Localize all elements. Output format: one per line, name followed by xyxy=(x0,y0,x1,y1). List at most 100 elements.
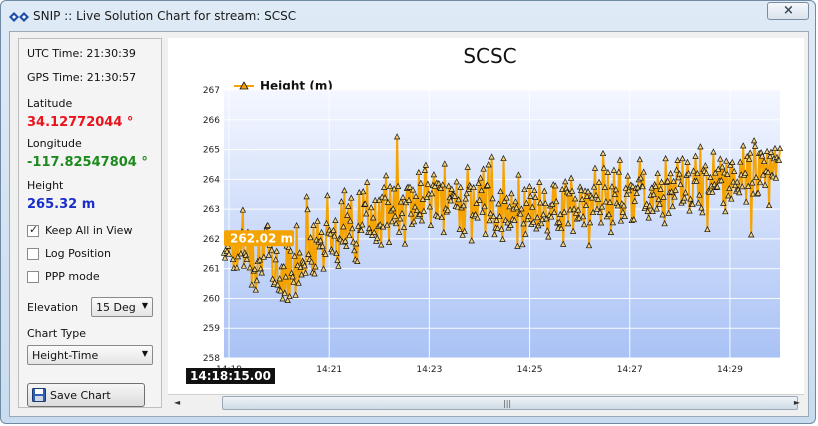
data-point xyxy=(608,183,616,190)
latitude-label: Latitude xyxy=(27,97,73,110)
chart-type-select[interactable]: Height-Time ▼ xyxy=(27,345,153,365)
data-point xyxy=(448,185,455,192)
data-point xyxy=(593,205,601,212)
data-point xyxy=(758,152,766,159)
legend-triangle-icon xyxy=(239,81,249,90)
data-point xyxy=(643,200,650,207)
data-point xyxy=(553,198,560,205)
data-point xyxy=(640,168,647,175)
data-point xyxy=(714,183,721,190)
data-point xyxy=(350,238,357,245)
save-chart-button[interactable]: Save Chart xyxy=(27,383,145,407)
elevation-select[interactable]: 15 Deg ▼ xyxy=(91,297,153,317)
data-point xyxy=(680,197,687,204)
data-point xyxy=(604,168,612,175)
data-point xyxy=(556,218,563,225)
data-point xyxy=(551,208,558,215)
data-point xyxy=(252,286,259,293)
data-point xyxy=(720,199,727,206)
data-point xyxy=(561,208,568,215)
data-point xyxy=(771,144,779,152)
data-point xyxy=(693,177,700,184)
close-button[interactable]: × xyxy=(767,2,809,20)
data-point xyxy=(242,251,250,258)
y-tick-label: 261 xyxy=(203,265,220,275)
data-point xyxy=(463,190,470,197)
ppp-mode-checkbox[interactable] xyxy=(27,271,39,283)
data-point xyxy=(225,250,233,257)
data-point xyxy=(410,218,418,225)
data-point xyxy=(468,237,475,244)
data-point xyxy=(407,210,415,217)
data-point xyxy=(246,264,254,271)
data-point xyxy=(360,188,367,195)
data-point xyxy=(491,231,498,238)
data-point xyxy=(723,157,730,164)
data-point xyxy=(689,200,696,208)
log-position-checkbox[interactable] xyxy=(27,248,39,260)
data-point xyxy=(258,269,265,276)
data-point xyxy=(478,186,485,194)
data-point xyxy=(756,179,764,186)
data-point xyxy=(754,189,762,196)
data-point xyxy=(488,153,495,160)
data-point xyxy=(281,289,288,296)
data-point xyxy=(518,205,525,212)
data-point xyxy=(454,203,461,210)
data-point xyxy=(676,170,683,177)
keep-all-checkbox[interactable]: ✓ xyxy=(27,223,39,237)
data-point xyxy=(292,291,299,298)
y-tick-label: 266 xyxy=(203,116,220,126)
data-point xyxy=(416,210,424,217)
data-point xyxy=(599,149,607,157)
x-tick-label: 14:25 xyxy=(517,365,543,375)
data-point xyxy=(368,204,375,211)
keep-all-label[interactable]: Keep All in View xyxy=(45,224,133,237)
data-point xyxy=(340,223,347,230)
scrollbar-thumb[interactable]: ||| xyxy=(222,396,798,410)
data-point xyxy=(393,133,401,140)
data-point xyxy=(548,213,555,220)
chart-type-value: Height-Time xyxy=(32,349,99,362)
data-point xyxy=(479,208,486,215)
data-point xyxy=(597,219,605,226)
data-point xyxy=(537,199,544,206)
data-point xyxy=(460,202,467,209)
data-point xyxy=(363,210,370,217)
data-point xyxy=(521,185,528,193)
data-point xyxy=(333,249,340,257)
data-point xyxy=(477,174,484,181)
y-axis-ticks: 258 259 260 261 262 263 264 265 266 267 xyxy=(203,86,220,364)
data-point xyxy=(569,227,577,234)
data-point xyxy=(338,198,345,205)
data-point xyxy=(686,207,693,214)
scroll-right-icon[interactable]: ► xyxy=(793,398,800,407)
horizontal-scrollbar[interactable]: ◄ ||| ► xyxy=(168,394,804,412)
data-point xyxy=(243,255,251,262)
data-point xyxy=(672,186,679,193)
data-point xyxy=(624,172,631,179)
data-point xyxy=(653,205,660,212)
data-point xyxy=(445,182,452,189)
y-tick-label: 260 xyxy=(203,294,220,304)
data-point xyxy=(472,211,479,218)
latitude-value: 34.12772044 ° xyxy=(27,115,134,130)
data-point xyxy=(395,228,403,235)
chart-area: SCSC Height (m) 258 259 260 261 262 263 264 265… xyxy=(168,38,804,412)
data-point xyxy=(455,196,462,203)
data-point xyxy=(512,198,519,205)
log-position-label[interactable]: Log Position xyxy=(45,247,111,260)
data-point xyxy=(752,173,760,181)
data-point xyxy=(358,226,365,234)
data-point xyxy=(515,171,522,178)
data-point xyxy=(451,192,458,199)
data-point xyxy=(541,187,548,194)
dropdown-arrow-icon: ▼ xyxy=(141,349,148,358)
data-point xyxy=(662,155,669,162)
data-point xyxy=(346,232,353,239)
data-point xyxy=(523,199,530,206)
ppp-mode-label[interactable]: PPP mode xyxy=(45,270,100,283)
scroll-left-icon[interactable]: ◄ xyxy=(174,398,181,407)
data-point xyxy=(317,237,324,244)
data-point xyxy=(656,200,663,207)
